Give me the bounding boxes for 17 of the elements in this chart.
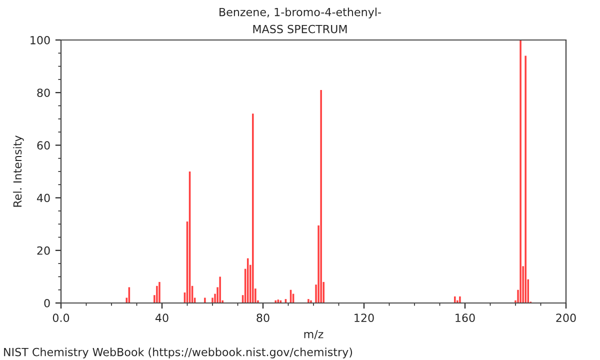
x-tick-label: 80 (256, 314, 270, 322)
y-tick-label: 0 (44, 298, 50, 308)
chart-title: Benzene, 1-bromo-4-ethenyl- (220, 8, 381, 18)
x-tick-label: 120 (354, 314, 374, 322)
x-tick-label: 160 (456, 314, 475, 322)
y-tick-label: 40 (36, 194, 50, 202)
chart-subtitle: MASS SPECTRUM (253, 24, 347, 34)
y-tick-label: 80 (37, 88, 50, 97)
x-tick-label: 40 (155, 314, 168, 322)
x-tick-label: 200 (556, 314, 576, 322)
y-axis-title: Rel. Intensity (13, 136, 24, 207)
x-tick-label: 0.0 (52, 314, 70, 322)
y-tick-label: 60 (37, 141, 50, 150)
y-tick-label: 20 (37, 246, 50, 255)
text: NIST Chemistry WebBook (https://webbook.nist.gov/chemistry) (4, 348, 352, 358)
x-axis-title: m/z (304, 330, 324, 340)
y-tick-label: 100 (30, 36, 50, 44)
